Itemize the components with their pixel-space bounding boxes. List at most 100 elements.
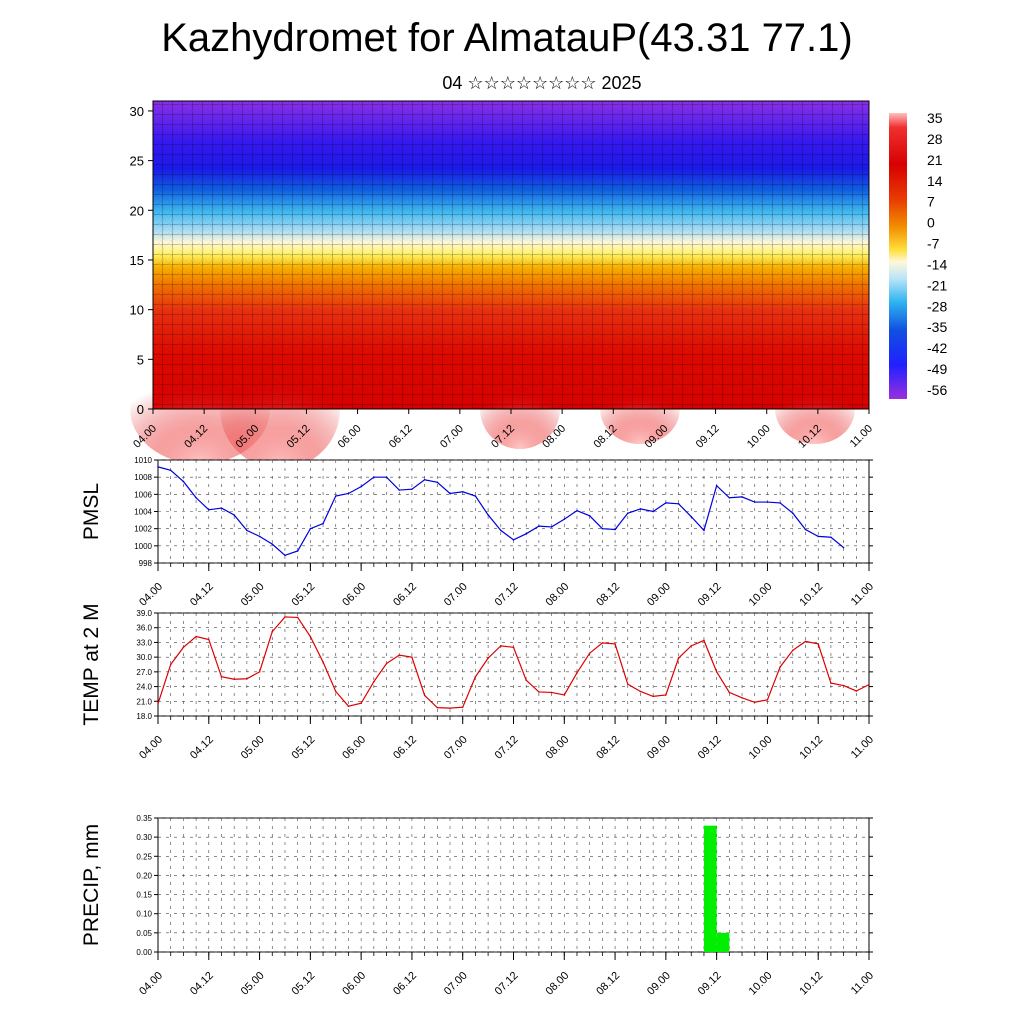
temp-2m-point-10 bbox=[284, 616, 286, 618]
heatmap-xtick-label-6: 07.00 bbox=[438, 423, 466, 451]
temp-2m-xtick-label-0: 04.00 bbox=[137, 734, 165, 762]
precipitation-ytick-label-0: 0.00 bbox=[136, 948, 152, 957]
pmsl-point-43 bbox=[703, 529, 705, 532]
precipitation-xtick-label-1: 04.12 bbox=[188, 970, 216, 998]
temp-2m-xtick-label-2: 05.00 bbox=[239, 734, 267, 762]
temp-2m-point-23 bbox=[449, 707, 451, 709]
chart-subtitle: 04 ☆☆☆☆☆☆☆☆ 2025 bbox=[442, 73, 642, 93]
temp-2m-point-1 bbox=[169, 663, 172, 666]
pmsl-point-7 bbox=[246, 529, 248, 532]
colorbar-label-13: -56 bbox=[927, 382, 947, 398]
precipitation-xtick-label-4: 06.00 bbox=[340, 970, 368, 998]
temp-2m-xtick-label-5: 06.12 bbox=[391, 734, 419, 762]
pmsl-ytick-label-3: 1004 bbox=[134, 508, 152, 517]
temp-2m-xtick-label-6: 07.00 bbox=[442, 734, 470, 762]
temp-2m-point-27 bbox=[500, 645, 502, 647]
pmsl-xtick-label-13: 10.12 bbox=[797, 581, 825, 609]
pmsl-point-21 bbox=[423, 478, 426, 481]
colorbar bbox=[889, 113, 907, 399]
precipitation-xtick-label-3: 05.12 bbox=[290, 970, 318, 998]
temp-2m-ytick-label-4: 30.0 bbox=[136, 653, 152, 662]
pmsl-point-9 bbox=[271, 543, 274, 545]
pmsl-point-20 bbox=[411, 488, 413, 490]
temp-2m-point-32 bbox=[563, 694, 566, 696]
temp-2m-point-29 bbox=[525, 679, 527, 681]
temp-2m-point-34 bbox=[588, 652, 591, 655]
pmsl-point-39 bbox=[652, 510, 654, 513]
pmsl-xtick-label-9: 08.12 bbox=[594, 581, 622, 609]
temp-2m-point-45 bbox=[728, 691, 731, 694]
temp-2m-point-11 bbox=[296, 616, 299, 619]
pmsl-point-46 bbox=[741, 496, 743, 498]
temp-2m-point-49 bbox=[779, 666, 781, 668]
temp-2m-point-39 bbox=[652, 695, 654, 698]
pmsl-point-11 bbox=[296, 550, 299, 552]
temp-2m-point-30 bbox=[538, 691, 540, 693]
precipitation-xtick-label-5: 06.12 bbox=[391, 970, 419, 998]
pmsl-xtick-label-5: 06.12 bbox=[391, 581, 419, 609]
pmsl-xtick-label-7: 07.12 bbox=[493, 581, 521, 609]
temp-2m-ytick-label-7: 39.0 bbox=[136, 609, 152, 618]
pmsl-point-13 bbox=[322, 522, 324, 525]
pmsl-point-16 bbox=[360, 485, 362, 488]
pmsl-point-0 bbox=[157, 466, 159, 468]
temp-2m-xtick-label-13: 10.12 bbox=[797, 734, 825, 762]
temp-2m-point-15 bbox=[347, 705, 350, 707]
precipitation-bar-0 bbox=[703, 825, 717, 952]
pmsl-xtick-label-2: 05.00 bbox=[239, 581, 267, 609]
colorbar-label-7: -14 bbox=[927, 256, 947, 272]
precipitation-xtick-label-13: 10.12 bbox=[797, 970, 825, 998]
temp-2m-xtick-label-12: 10.00 bbox=[747, 734, 775, 762]
pmsl-ytick-label-0: 998 bbox=[139, 559, 153, 568]
temp-2m-point-12 bbox=[309, 635, 312, 638]
precipitation-xtick-label-9: 08.12 bbox=[594, 970, 622, 998]
temp-2m-point-0 bbox=[157, 702, 159, 705]
pmsl-xtick-label-8: 08.00 bbox=[543, 581, 571, 609]
precipitation-xtick-label-0: 04.00 bbox=[137, 970, 165, 998]
heatmap-ytick-label-4: 20 bbox=[130, 203, 144, 218]
heatmap-xtick-label-5: 06.12 bbox=[387, 423, 415, 451]
temp-2m-xtick-label-14: 11.00 bbox=[849, 734, 876, 761]
temp-2m-ylabel: TEMP at 2 M bbox=[80, 603, 103, 725]
pmsl-point-1 bbox=[169, 469, 172, 472]
temp-2m-ytick-label-5: 33.0 bbox=[136, 638, 152, 647]
temp-2m-point-41 bbox=[677, 657, 680, 659]
chart-title: Kazhydromet for AlmatauP(43.31 77.1) bbox=[161, 16, 853, 60]
pmsl-xtick-label-10: 09.00 bbox=[645, 581, 673, 609]
heatmap-ytick-label-2: 10 bbox=[130, 303, 144, 318]
temp-2m-point-19 bbox=[398, 654, 401, 656]
colorbar-label-2: 21 bbox=[927, 152, 943, 168]
pmsl-xtick-label-11: 09.12 bbox=[696, 581, 724, 609]
temp-2m-point-20 bbox=[411, 656, 413, 658]
temp-2m-point-53 bbox=[830, 682, 832, 684]
precipitation-ytick-label-4: 0.20 bbox=[136, 871, 152, 880]
temp-2m-point-16 bbox=[360, 702, 362, 705]
precipitation-xtick-label-2: 05.00 bbox=[239, 970, 267, 998]
pmsl-point-52 bbox=[817, 535, 820, 538]
pmsl-xtick-label-6: 07.00 bbox=[442, 581, 470, 609]
heatmap-ytick-label-3: 15 bbox=[130, 253, 144, 268]
pmsl-ytick-label-2: 1002 bbox=[134, 525, 152, 534]
temp-2m-ytick-label-3: 27.0 bbox=[136, 668, 152, 677]
pmsl-point-29 bbox=[525, 533, 527, 535]
pmsl-point-2 bbox=[182, 480, 185, 483]
pmsl-point-50 bbox=[792, 512, 794, 515]
temp-2m-point-14 bbox=[334, 690, 337, 693]
temp-2m-point-56 bbox=[868, 683, 870, 686]
pmsl-xtick-label-14: 11.00 bbox=[849, 581, 876, 608]
pmsl-xtick-label-0: 04.00 bbox=[137, 581, 165, 609]
pmsl-point-33 bbox=[576, 509, 578, 512]
colorbar-label-4: 7 bbox=[927, 194, 935, 210]
colorbar-label-9: -28 bbox=[927, 298, 947, 314]
precipitation-xtick-label-11: 09.12 bbox=[696, 970, 724, 998]
precipitation-xtick-label-12: 10.00 bbox=[747, 970, 775, 998]
temp-2m-point-48 bbox=[766, 699, 769, 701]
pmsl-ytick-label-4: 1006 bbox=[134, 490, 152, 499]
heatmap-xtick-label-11: 09.12 bbox=[694, 423, 722, 451]
colorbar-label-0: 35 bbox=[927, 110, 943, 126]
temp-2m-point-17 bbox=[373, 680, 375, 683]
temp-2m-point-5 bbox=[220, 675, 223, 678]
pmsl-point-14 bbox=[334, 495, 337, 497]
pmsl-point-31 bbox=[550, 526, 553, 528]
pmsl-point-44 bbox=[715, 484, 718, 487]
